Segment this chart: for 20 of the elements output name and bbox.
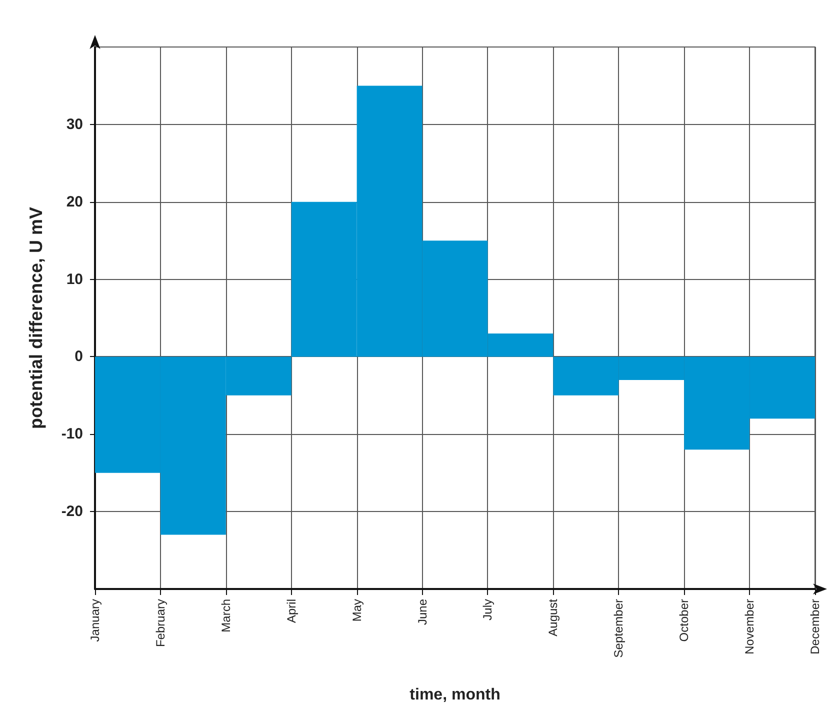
y-tick-label: 10 xyxy=(66,270,83,288)
x-tick-label: April xyxy=(284,599,298,624)
x-tick-label: June xyxy=(415,598,430,626)
y-tick-label: 0 xyxy=(74,348,83,366)
x-tick-label: August xyxy=(546,598,560,636)
x-tick-label: September xyxy=(612,599,626,658)
y-tick-label: -10 xyxy=(61,426,83,443)
y-tick-label: 20 xyxy=(66,193,83,210)
x-tick-label: November xyxy=(742,599,757,654)
x-tick-label: July xyxy=(480,599,495,620)
y-axis-title: potential difference, U mV xyxy=(26,206,46,430)
x-tick-label: October xyxy=(677,599,692,642)
x-tick-label: February xyxy=(153,599,168,648)
x-tick-label: December xyxy=(808,599,822,654)
x-tick-label: March xyxy=(218,599,233,632)
x-tick-label: January xyxy=(88,599,102,642)
y-tick-label: 30 xyxy=(66,116,83,133)
x-tick-label: May xyxy=(350,599,364,622)
x-axis-title: time, month xyxy=(410,686,500,704)
y-tick-label: -20 xyxy=(61,503,83,520)
